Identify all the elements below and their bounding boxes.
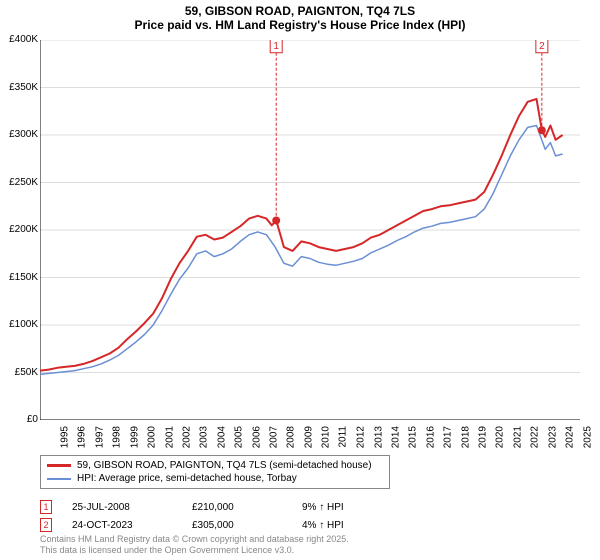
y-tick-label: £0 <box>0 414 38 425</box>
x-tick-label: 2000 <box>146 426 157 448</box>
y-tick-label: £300K <box>0 129 38 140</box>
footer: Contains HM Land Registry data © Crown c… <box>40 534 349 556</box>
legend-swatch-1 <box>47 464 71 467</box>
y-tick-label: £200K <box>0 224 38 235</box>
legend-box: 59, GIBSON ROAD, PAIGNTON, TQ4 7LS (semi… <box>40 455 390 489</box>
x-tick-label: 1998 <box>112 426 123 448</box>
x-tick-label: 2009 <box>303 426 314 448</box>
chart-area: 12 <box>40 40 580 420</box>
callout-row-2: 2 24-OCT-2023 £305,000 4% ↑ HPI <box>40 516 344 534</box>
x-tick-label: 1995 <box>59 426 70 448</box>
x-tick-label: 2005 <box>233 426 244 448</box>
callout-delta-2: 4% ↑ HPI <box>302 520 344 531</box>
callout-row-1: 1 25-JUL-2008 £210,000 9% ↑ HPI <box>40 498 344 516</box>
legend-label-2: HPI: Average price, semi-detached house,… <box>77 473 297 484</box>
footer-line1: Contains HM Land Registry data © Crown c… <box>40 534 349 545</box>
callout-badge-1: 1 <box>40 500 52 514</box>
x-tick-label: 2021 <box>512 426 523 448</box>
callout-badge-2: 2 <box>40 518 52 532</box>
x-tick-label: 2022 <box>530 426 541 448</box>
callout-price-1: £210,000 <box>192 502 302 513</box>
callout-delta-1: 9% ↑ HPI <box>302 502 344 513</box>
title-block: 59, GIBSON ROAD, PAIGNTON, TQ4 7LS Price… <box>0 0 600 34</box>
x-tick-label: 1997 <box>94 426 105 448</box>
x-tick-label: 2010 <box>321 426 332 448</box>
y-tick-label: £100K <box>0 319 38 330</box>
x-tick-label: 2012 <box>355 426 366 448</box>
x-tick-label: 1996 <box>77 426 88 448</box>
x-tick-label: 2014 <box>390 426 401 448</box>
x-tick-label: 2016 <box>425 426 436 448</box>
title-line2: Price paid vs. HM Land Registry's House … <box>0 18 600 32</box>
x-tick-label: 2019 <box>477 426 488 448</box>
x-tick-label: 2018 <box>460 426 471 448</box>
y-tick-label: £150K <box>0 272 38 283</box>
y-tick-label: £400K <box>0 34 38 45</box>
x-tick-label: 2001 <box>164 426 175 448</box>
y-tick-label: £250K <box>0 177 38 188</box>
legend-swatch-2 <box>47 478 71 480</box>
svg-text:1: 1 <box>273 41 279 52</box>
legend-item-hpi: HPI: Average price, semi-detached house,… <box>47 472 383 485</box>
legend-item-price-paid: 59, GIBSON ROAD, PAIGNTON, TQ4 7LS (semi… <box>47 459 383 472</box>
callout-date-2: 24-OCT-2023 <box>72 520 192 531</box>
x-tick-label: 1999 <box>129 426 140 448</box>
y-tick-label: £350K <box>0 82 38 93</box>
x-tick-label: 2020 <box>495 426 506 448</box>
x-tick-label: 2023 <box>547 426 558 448</box>
x-tick-label: 2002 <box>181 426 192 448</box>
x-tick-label: 2006 <box>251 426 262 448</box>
title-line1: 59, GIBSON ROAD, PAIGNTON, TQ4 7LS <box>0 4 600 18</box>
chart-container: 59, GIBSON ROAD, PAIGNTON, TQ4 7LS Price… <box>0 0 600 560</box>
callout-date-1: 25-JUL-2008 <box>72 502 192 513</box>
chart-svg: 12 <box>40 40 580 420</box>
footer-line2: This data is licensed under the Open Gov… <box>40 545 349 556</box>
x-tick-label: 2015 <box>408 426 419 448</box>
x-tick-label: 2011 <box>337 426 348 448</box>
legend-label-1: 59, GIBSON ROAD, PAIGNTON, TQ4 7LS (semi… <box>77 460 372 471</box>
x-tick-label: 2003 <box>199 426 210 448</box>
callouts-block: 1 25-JUL-2008 £210,000 9% ↑ HPI 2 24-OCT… <box>40 498 344 534</box>
x-tick-label: 2004 <box>216 426 227 448</box>
callout-price-2: £305,000 <box>192 520 302 531</box>
x-tick-label: 2024 <box>564 426 575 448</box>
svg-text:2: 2 <box>539 41 545 52</box>
y-tick-label: £50K <box>0 367 38 378</box>
x-tick-label: 2007 <box>268 426 279 448</box>
x-tick-label: 2013 <box>373 426 384 448</box>
x-tick-label: 2008 <box>286 426 297 448</box>
x-tick-label: 2025 <box>582 426 593 448</box>
x-tick-label: 2017 <box>442 426 453 448</box>
